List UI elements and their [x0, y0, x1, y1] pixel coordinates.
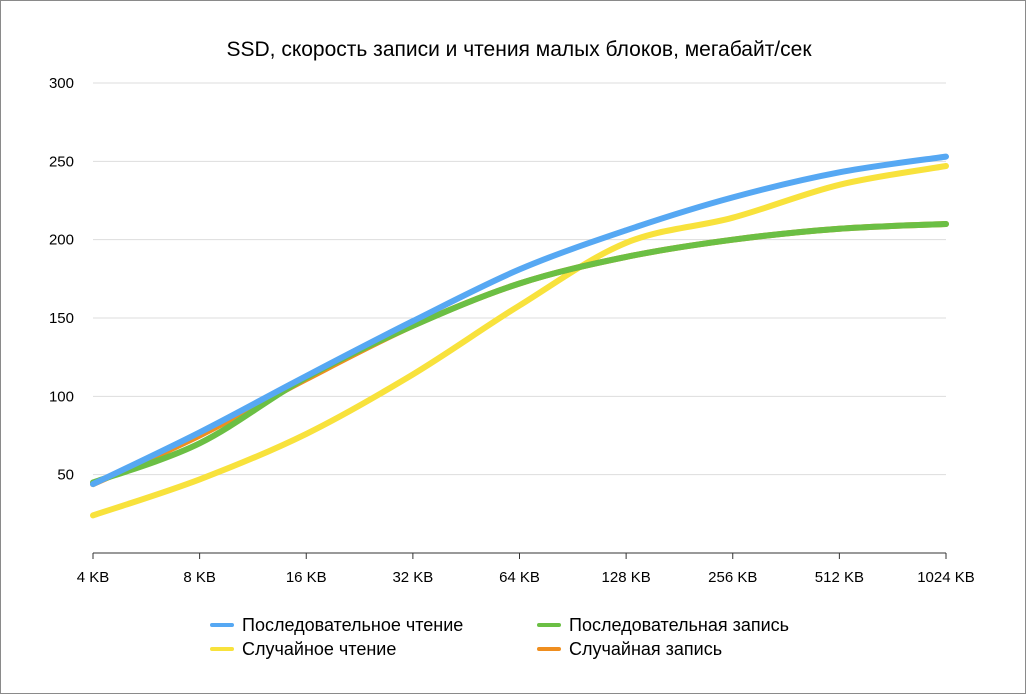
y-tick-label: 300	[49, 75, 74, 92]
grid	[93, 82, 946, 476]
x-tick-label: 512 KB	[815, 569, 864, 586]
axes: 50 100 150 200 250 300 4 KB 8 KB 16 KB 32 KB 64 KB…	[49, 75, 975, 586]
chart-title: SSD, скорость записи и чтения малых блок…	[226, 38, 812, 61]
x-tick-label: 4 KB	[77, 569, 110, 586]
x-tick-label: 64 KB	[499, 569, 540, 586]
y-tick-label: 250	[49, 153, 74, 170]
legend-label-sequential-read: Последовательное чтение	[242, 615, 463, 635]
legend-label-random-write: Случайная запись	[569, 639, 722, 659]
x-tick-label: 256 KB	[708, 569, 757, 586]
x-tick-label: 16 KB	[286, 569, 327, 586]
legend: Последовательное чтение Последовательная …	[210, 615, 789, 659]
series-line-sequential-write	[90, 221, 949, 486]
x-tick-label: 1024 KB	[917, 569, 975, 586]
legend-label-sequential-write: Последовательная запись	[569, 615, 789, 635]
x-tick-label: 128 KB	[602, 569, 651, 586]
legend-label-random-read: Случайное чтение	[242, 639, 396, 659]
y-tick-label: 150	[49, 310, 74, 327]
series-line-random-read	[90, 163, 949, 519]
y-tick-label: 50	[57, 467, 74, 484]
x-tick-label: 32 KB	[392, 569, 433, 586]
series-line-sequential-read	[90, 153, 949, 488]
y-tick-label: 200	[49, 232, 74, 249]
series-lines	[90, 153, 949, 519]
series-line-random-write	[90, 221, 949, 488]
x-tick-label: 8 KB	[183, 569, 216, 586]
y-tick-label: 100	[49, 388, 74, 405]
